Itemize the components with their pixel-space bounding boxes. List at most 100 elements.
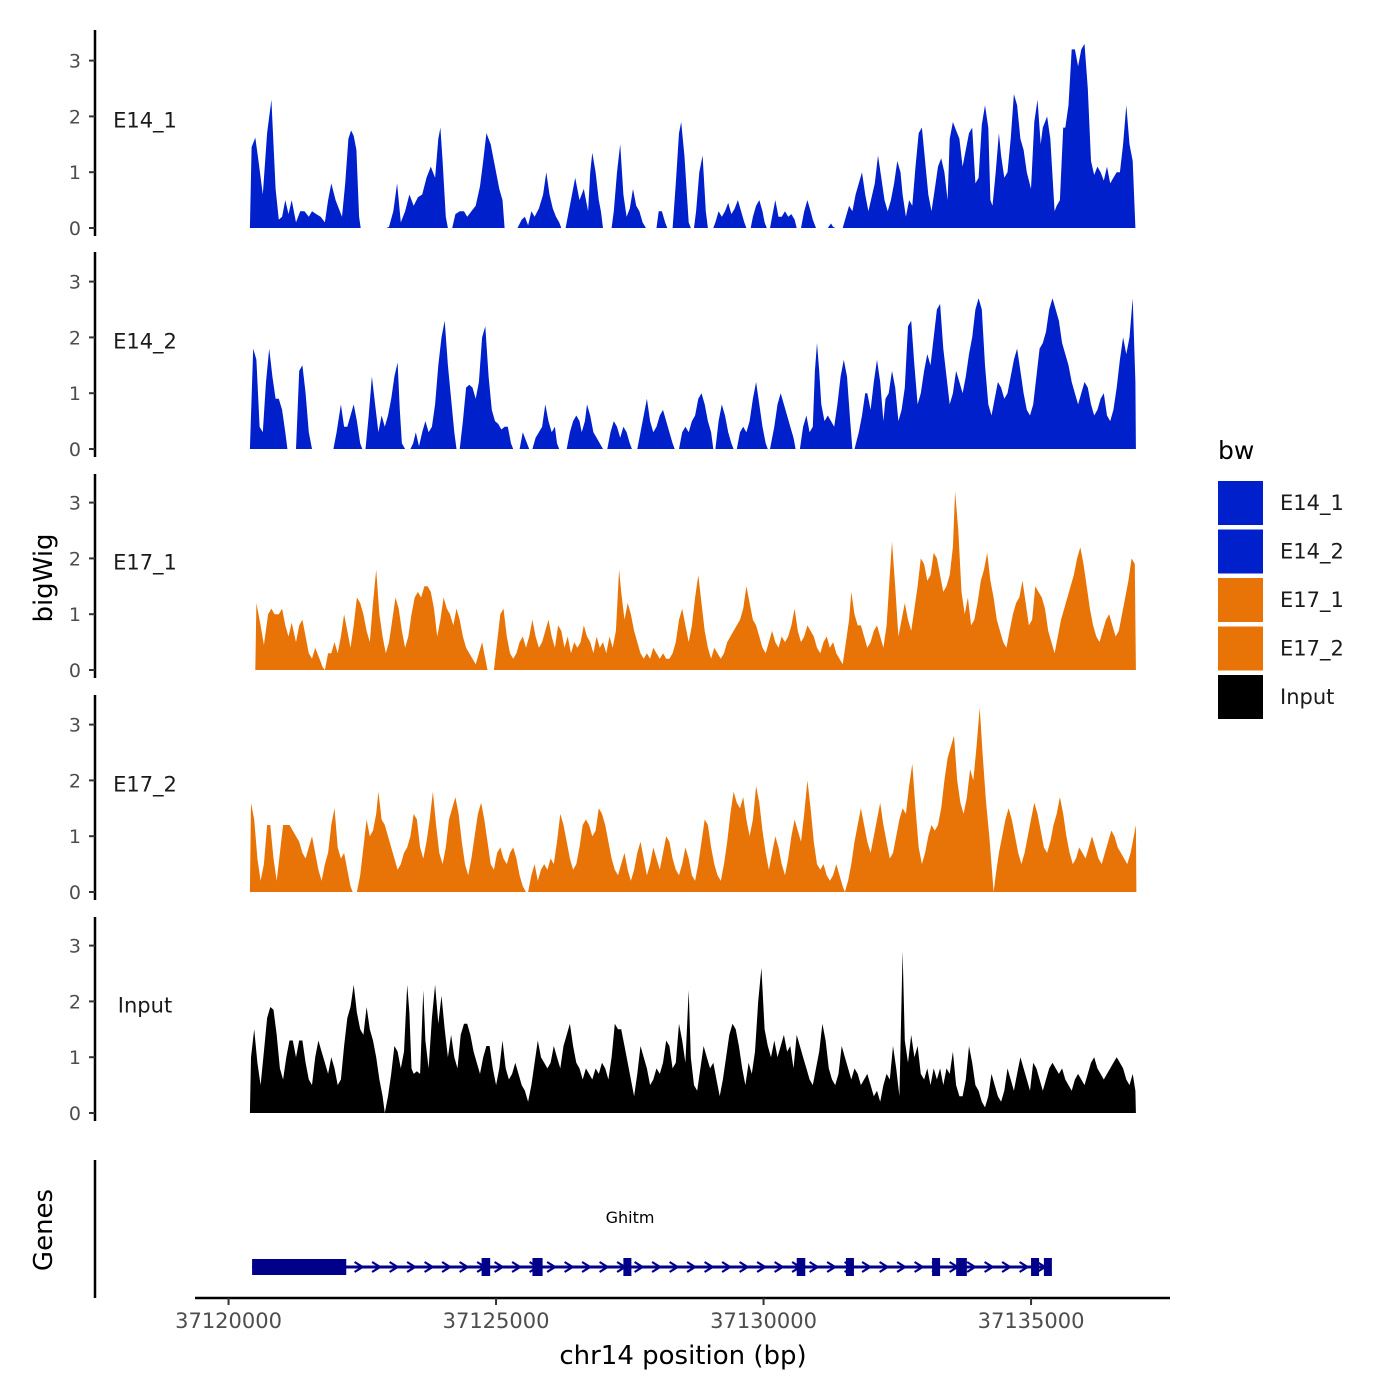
y-tick-label: 2 [69, 548, 81, 570]
legend-label: E14_2 [1280, 540, 1344, 565]
legend-item-E17_1: E17_1 [1218, 578, 1344, 622]
strand-arrow [354, 1261, 365, 1273]
track-label: E14_2 [113, 330, 177, 355]
legend-label: E17_2 [1280, 637, 1344, 662]
gene-exon [532, 1258, 543, 1276]
y-tick-label: 0 [69, 882, 81, 904]
strand-arrow [756, 1261, 768, 1273]
strand-arrow [424, 1261, 435, 1273]
strand-arrow [389, 1261, 400, 1273]
strand-arrow [704, 1261, 715, 1273]
track-E14_1: 0 1 2 3 E14_1 [69, 30, 1136, 240]
strand-arrow [494, 1261, 505, 1273]
strand-arrow [669, 1261, 680, 1273]
y-tick-label: 0 [69, 1103, 81, 1125]
gene-exon [1043, 1258, 1052, 1276]
track-label: Input [118, 994, 172, 1018]
y-tick-label: 1 [69, 162, 81, 184]
legend-label: E17_1 [1280, 588, 1344, 613]
y-tick-label: 3 [69, 272, 81, 294]
strand-arrow [651, 1261, 663, 1273]
legend-swatch [1218, 578, 1263, 622]
track-label: E14_1 [113, 109, 177, 134]
x-axis-label: chr14 position (bp) [559, 1341, 806, 1371]
y-tick-label: 1 [69, 604, 81, 626]
track-Input: 0 1 2 3 Input [69, 917, 1136, 1125]
strand-arrow [511, 1261, 523, 1273]
legend-label: E14_1 [1280, 491, 1344, 516]
gene-exon [956, 1258, 967, 1276]
signal-tracks: 0 1 2 3 E14_1 0 1 2 3 E14_2 0 1 2 3 E17_1 0 1 2 3 E17_2 0 1 2 3… [69, 30, 1137, 1125]
y-tick-label: 0 [69, 439, 81, 461]
track-E17_2: 0 1 2 3 E17_2 [69, 695, 1137, 904]
strand-arrow [406, 1261, 418, 1273]
strand-arrow [459, 1261, 470, 1273]
x-tick-label: 37130000 [710, 1309, 817, 1333]
legend-item-Input: Input [1218, 675, 1334, 719]
y-tick-label: 1 [69, 383, 81, 405]
legend-label: Input [1280, 685, 1334, 709]
strand-arrow [634, 1261, 645, 1273]
x-tick-label: 37125000 [443, 1309, 550, 1333]
legend-swatch [1218, 675, 1263, 719]
y-tick-label: 1 [69, 1047, 81, 1069]
legend: bw E14_1 E14_2 E17_1 E17_2 Input [1218, 436, 1344, 719]
strand-arrow [826, 1261, 838, 1273]
gene-exon [845, 1258, 854, 1276]
y-tick-label: 3 [69, 715, 81, 737]
y-tick-label: 2 [69, 327, 81, 349]
gene-Ghitm: Ghitm [252, 1208, 1052, 1276]
coverage-area-E17_2 [249, 707, 1137, 892]
gene-exon [932, 1258, 941, 1276]
coverage-area-Input [249, 951, 1136, 1113]
legend-item-E14_1: E14_1 [1218, 481, 1344, 525]
strand-arrow [966, 1261, 978, 1273]
coverage-area-E17_1 [255, 491, 1136, 670]
strand-arrow [599, 1261, 610, 1273]
y-tick-label: 1 [69, 826, 81, 848]
y-tick-label: 3 [69, 51, 81, 73]
strand-arrow [546, 1261, 558, 1273]
legend-item-E17_2: E17_2 [1218, 626, 1344, 671]
strand-arrow [371, 1261, 383, 1273]
x-axis: 37120000 37125000 37130000 37135000 [175, 1296, 1170, 1333]
legend-swatch [1218, 626, 1263, 671]
strand-arrow [441, 1261, 453, 1273]
strand-arrow [861, 1261, 873, 1273]
y-tick-label: 2 [69, 770, 81, 792]
strand-arrow [914, 1261, 925, 1273]
strand-arrow [984, 1261, 995, 1273]
gene-name-label: Ghitm [606, 1208, 655, 1227]
strand-arrow [809, 1261, 820, 1273]
strand-arrow [896, 1261, 908, 1273]
coverage-area-E14_2 [249, 298, 1136, 449]
legend-swatch [1218, 529, 1263, 574]
strand-arrow [686, 1261, 698, 1273]
y-tick-label: 0 [69, 218, 81, 240]
y-tick-label: 2 [69, 991, 81, 1013]
gene-exon [481, 1258, 491, 1276]
y-axis-label: bigWig [29, 533, 59, 622]
strand-arrow [774, 1261, 785, 1273]
y-tick-label: 3 [69, 493, 81, 515]
coverage-area-E14_1 [249, 43, 1136, 229]
y-tick-label: 2 [69, 106, 81, 128]
strand-arrow [721, 1261, 733, 1273]
track-E14_2: 0 1 2 3 E14_2 [69, 252, 1136, 461]
strand-arrow [1001, 1261, 1013, 1273]
strand-arrow [581, 1261, 593, 1273]
gene-exon [1031, 1258, 1040, 1276]
y-tick-label: 0 [69, 660, 81, 682]
strand-arrow [1019, 1261, 1030, 1273]
track-E17_1: 0 1 2 3 E17_1 [69, 474, 1136, 682]
gene-exon [252, 1259, 347, 1275]
track-label: E17_1 [113, 551, 177, 576]
legend-swatch [1218, 481, 1263, 525]
gene-exon [796, 1258, 806, 1276]
track-label: E17_2 [113, 773, 177, 798]
strand-arrow [564, 1261, 575, 1273]
x-tick-label: 37135000 [978, 1309, 1085, 1333]
x-tick-label: 37120000 [175, 1309, 282, 1333]
strand-arrow [739, 1261, 750, 1273]
